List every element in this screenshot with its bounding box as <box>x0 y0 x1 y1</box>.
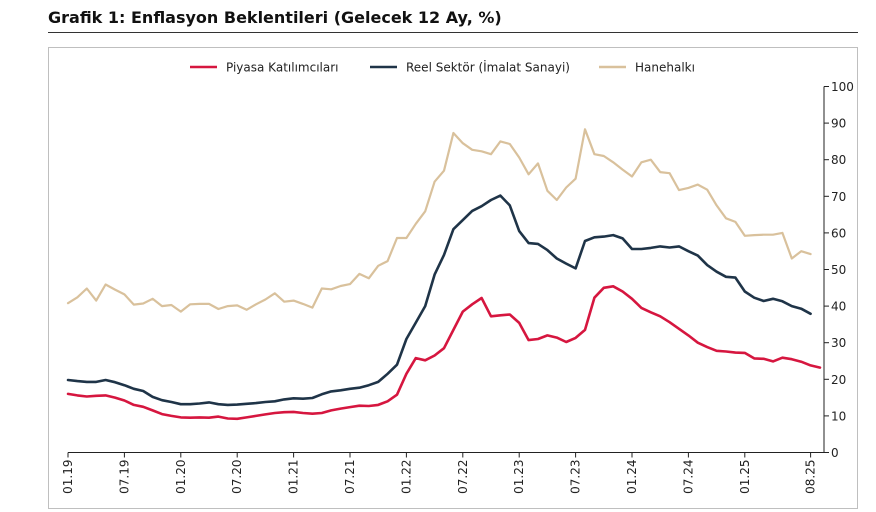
y-tick-label-60: 60 <box>831 226 846 240</box>
x-tick-label-8: 01.23 <box>512 460 526 494</box>
series-line-1 <box>66 194 812 407</box>
x-tick-label-0: 01.19 <box>61 460 75 494</box>
chart-frame <box>48 47 858 509</box>
x-tick-label-9: 07.23 <box>569 460 583 494</box>
x-tick-label-11: 07.24 <box>681 460 695 494</box>
x-tick-label-6: 01.22 <box>399 460 413 494</box>
x-tick-label-12: 01.25 <box>738 460 752 494</box>
y-tick-label-10: 10 <box>831 409 846 423</box>
x-tick-label-1: 07.19 <box>117 460 131 494</box>
y-tick-label-40: 40 <box>831 300 846 314</box>
y-tick-label-50: 50 <box>831 263 846 277</box>
y-tick-label-80: 80 <box>831 153 846 167</box>
series-line-0 <box>66 284 822 421</box>
legend-label-1: Reel Sektör (İmalat Sanayi) <box>406 60 570 75</box>
y-tick-label-70: 70 <box>831 190 846 204</box>
x-tick-label-7: 07.22 <box>456 460 470 494</box>
x-tick-label-10: 01.24 <box>625 460 639 494</box>
y-tick-label-0: 0 <box>831 446 839 460</box>
legend-label-2: Hanehalkı <box>635 61 695 75</box>
series-line-2 <box>66 128 812 313</box>
chart-title: Grafik 1: Enflasyon Beklentileri (Gelece… <box>48 8 502 27</box>
y-tick-label-90: 90 <box>831 117 846 131</box>
x-tick-label-5: 07.21 <box>343 460 357 494</box>
y-tick-label-20: 20 <box>831 373 846 387</box>
legend-label-0: Piyasa Katılımcıları <box>226 61 338 75</box>
x-tick-label-3: 07.20 <box>230 460 244 494</box>
y-tick-label-100: 100 <box>831 80 854 94</box>
x-tick-label-4: 01.21 <box>287 460 301 494</box>
title-underline <box>48 32 858 33</box>
y-tick-label-30: 30 <box>831 336 846 350</box>
x-tick-label-2: 01.20 <box>174 460 188 494</box>
x-tick-label-13: 08.25 <box>804 460 818 494</box>
